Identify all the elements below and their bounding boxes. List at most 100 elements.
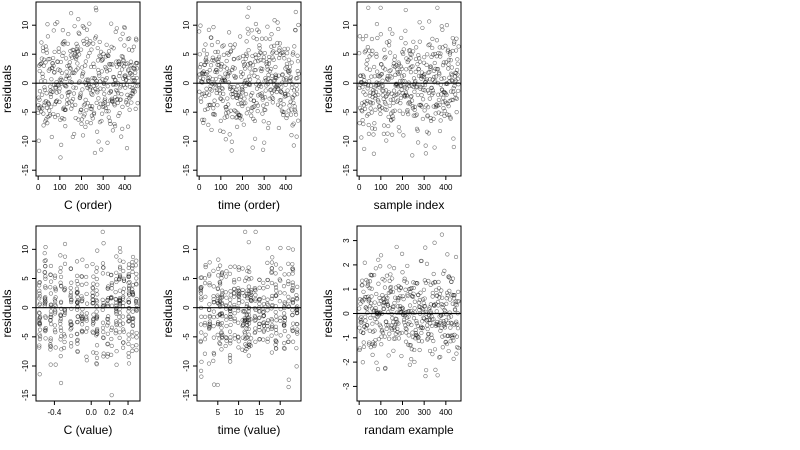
- data-point: [397, 129, 402, 134]
- data-point: [234, 95, 239, 100]
- data-point: [228, 322, 233, 328]
- data-point: [386, 77, 391, 82]
- data-point: [420, 319, 425, 324]
- data-point: [438, 328, 443, 333]
- data-point: [121, 327, 126, 332]
- data-point: [269, 333, 274, 338]
- data-point: [273, 327, 279, 333]
- data-point: [357, 34, 362, 39]
- data-point: [449, 65, 455, 70]
- data-point: [41, 48, 46, 54]
- data-point: [290, 283, 296, 288]
- data-point: [261, 280, 266, 286]
- data-point: [261, 286, 266, 291]
- data-point: [451, 338, 456, 343]
- data-point: [212, 58, 217, 63]
- data-point: [390, 276, 395, 281]
- data-point: [388, 68, 393, 73]
- data-point: [443, 318, 449, 323]
- data-point: [86, 78, 91, 83]
- data-point: [113, 29, 118, 34]
- data-point: [225, 74, 231, 79]
- data-point: [371, 87, 376, 93]
- data-point: [117, 73, 122, 79]
- data-point: [292, 93, 297, 98]
- data-point: [88, 120, 93, 126]
- data-point: [264, 101, 270, 107]
- data-point: [211, 297, 216, 302]
- data-point: [211, 335, 216, 340]
- data-point: [58, 354, 63, 359]
- data-point: [446, 320, 451, 325]
- data-point: [253, 21, 259, 27]
- data-point: [90, 322, 96, 327]
- data-point: [394, 317, 399, 322]
- data-point: [52, 102, 57, 107]
- data-point: [429, 323, 435, 329]
- data-point: [39, 40, 44, 45]
- data-point: [68, 266, 73, 271]
- data-point: [396, 298, 401, 303]
- data-point: [94, 361, 99, 366]
- data-point: [37, 315, 42, 320]
- data-point: [108, 89, 114, 94]
- data-point: [52, 297, 57, 302]
- data-point: [71, 91, 77, 96]
- data-point: [56, 49, 62, 55]
- data-point: [236, 265, 241, 270]
- data-point: [445, 112, 450, 117]
- data-point: [383, 94, 388, 99]
- data-point: [81, 103, 86, 108]
- data-point: [431, 116, 436, 122]
- data-point: [113, 277, 119, 282]
- data-point: [431, 271, 436, 277]
- data-point: [390, 132, 395, 137]
- y-axis-title: residuals: [321, 289, 335, 337]
- data-point: [87, 50, 92, 56]
- data-point: [53, 286, 58, 292]
- data-point: [99, 118, 104, 124]
- data-point: [278, 104, 283, 109]
- data-point: [257, 324, 262, 330]
- data-point: [231, 291, 237, 296]
- data-point: [446, 66, 451, 71]
- data-point: [210, 76, 215, 82]
- data-point: [50, 89, 56, 94]
- data-point: [43, 60, 48, 65]
- data-point: [236, 292, 242, 297]
- data-point: [364, 61, 369, 67]
- data-point: [454, 110, 459, 115]
- data-point: [442, 321, 447, 326]
- data-point: [63, 107, 68, 112]
- data-point: [381, 306, 387, 312]
- data-point: [131, 44, 137, 49]
- data-point: [81, 114, 86, 119]
- data-point: [72, 131, 77, 137]
- x-axis-title: C (value): [64, 423, 113, 437]
- data-point: [111, 81, 116, 86]
- data-point: [286, 272, 291, 277]
- data-point: [394, 81, 400, 86]
- data-point: [44, 91, 49, 96]
- data-point: [424, 261, 430, 266]
- data-point: [455, 76, 461, 81]
- data-point: [436, 303, 441, 308]
- data-point: [435, 299, 441, 305]
- data-point: [363, 314, 368, 319]
- data-point: [73, 85, 78, 90]
- data-point: [422, 88, 427, 93]
- y-tick-label: -15: [182, 389, 191, 401]
- data-point: [295, 69, 300, 74]
- data-point: [281, 284, 287, 289]
- data-point: [360, 109, 365, 114]
- data-point: [291, 50, 296, 55]
- y-tick-label: 10: [342, 20, 351, 29]
- data-point: [101, 241, 106, 246]
- data-point: [90, 92, 95, 97]
- data-point: [240, 335, 245, 340]
- data-point: [282, 291, 287, 296]
- data-point: [217, 83, 222, 88]
- data-point: [265, 318, 271, 323]
- data-point: [370, 48, 375, 53]
- data-point: [126, 67, 131, 72]
